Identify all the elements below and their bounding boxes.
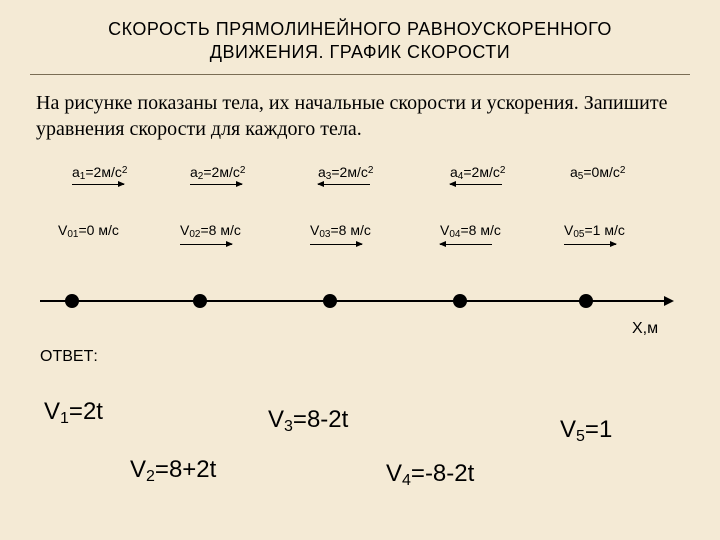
accel-arrow-2: [190, 184, 242, 185]
answer-v2: V2=8+2t: [130, 456, 216, 486]
x-axis-label: Х,м: [632, 320, 658, 338]
task-prompt: На рисунке показаны тела, их начальные с…: [36, 90, 684, 142]
velocity-arrow-3: [310, 244, 362, 245]
x-axis: [40, 300, 672, 302]
accel-arrow-4: [450, 184, 502, 185]
velocity-label-3: V03=8 м/с: [310, 222, 371, 240]
answer-v4: V4=-8-2t: [386, 460, 474, 490]
accel-label-1: a1=2м/с2: [72, 164, 127, 182]
slide-title: СКОРОСТЬ ПРЯМОЛИНЕЙНОГО РАВНОУСКОРЕННОГО…: [0, 18, 720, 65]
title-line-1: СКОРОСТЬ ПРЯМОЛИНЕЙНОГО РАВНОУСКОРЕННОГО: [108, 19, 612, 39]
answer-v3: V3=8-2t: [268, 406, 348, 436]
velocity-label-5: V05=1 м/с: [564, 222, 625, 240]
title-line-2: ДВИЖЕНИЯ. ГРАФИК СКОРОСТИ: [210, 42, 511, 62]
velocity-label-1: V01=0 м/с: [58, 222, 119, 240]
physics-slide: СКОРОСТЬ ПРЯМОЛИНЕЙНОГО РАВНОУСКОРЕННОГО…: [0, 0, 720, 540]
velocity-arrow-5: [564, 244, 616, 245]
answer-label: ОТВЕТ:: [40, 348, 98, 366]
title-underline: [30, 74, 690, 75]
accel-arrow-3: [318, 184, 370, 185]
velocity-label-2: V02=8 м/с: [180, 222, 241, 240]
velocity-label-4: V04=8 м/с: [440, 222, 501, 240]
accel-label-2: a2=2м/с2: [190, 164, 245, 182]
accel-label-3: a3=2м/с2: [318, 164, 373, 182]
answer-v1: V1=2t: [44, 398, 103, 428]
velocity-arrow-4: [440, 244, 492, 245]
accel-arrow-1: [72, 184, 124, 185]
accel-label-5: a5=0м/с2: [570, 164, 625, 182]
accel-label-4: a4=2м/с2: [450, 164, 505, 182]
velocity-arrow-2: [180, 244, 232, 245]
answer-v5: V5=1: [560, 416, 612, 446]
